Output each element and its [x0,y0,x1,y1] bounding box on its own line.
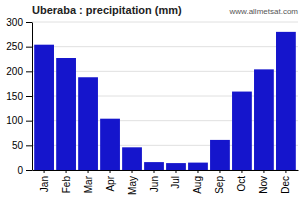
bar [210,140,230,170]
bar [56,58,76,170]
tick-label: Mar [83,175,94,193]
x-tick: Sep [214,170,225,194]
x-tick: Jun [149,170,160,192]
x-tick: Nov [258,170,269,194]
x-tick: Aug [192,170,203,194]
tick-label: 50 [12,140,24,151]
tick-mark [26,145,32,146]
tick-label: 250 [6,41,23,52]
y-tick: 0 [17,165,32,176]
annotation: www.allmetsat.com [229,7,299,16]
bar [100,119,120,170]
bars [34,32,296,170]
tick-label: 0 [17,165,23,176]
x-tick: Oct [236,170,247,192]
tick-mark [197,170,198,173]
tick-mark [44,170,45,173]
axis-line [33,170,299,171]
tick-mark [110,170,111,173]
tick-label: Dec [280,176,291,194]
tick-mark [26,71,32,72]
plot: 0 50 100 150 200 250 300 Jan Feb Mar Apr May Jun Jul A… [6,17,298,195]
bar [78,77,98,170]
y-axis: 0 50 100 150 200 250 300 [6,17,32,176]
x-tick: May [127,170,138,195]
tick-mark [26,121,32,122]
tick-label: Aug [192,176,203,194]
y-tick: 150 [6,91,32,102]
title: Uberaba : precipitation (mm) [32,4,182,16]
tick-mark [26,96,32,97]
bar [144,162,164,170]
x-axis: Jan Feb Mar Apr May Jun Jul Aug Sep Oct Nov Dec [33,170,299,195]
y-tick: 200 [6,66,32,77]
tick-mark [175,170,176,173]
bar [188,163,208,170]
bar [166,163,186,170]
tick-mark [26,22,32,23]
tick-label: 300 [6,17,23,28]
tick-mark [132,170,133,173]
tick-mark [26,170,32,171]
bar [34,45,54,170]
tick-mark [219,170,220,173]
tick-label: 200 [6,66,23,77]
grid-line [32,46,298,47]
tick-mark [88,170,89,173]
tick-label: 100 [6,115,23,126]
axis-line [32,23,33,171]
y-tick: 50 [12,140,32,151]
x-tick: Jan [39,170,50,192]
tick-label: Sep [214,176,225,194]
bar [254,69,274,170]
y-tick: 100 [6,115,32,126]
tick-mark [26,47,32,48]
tick-label: Nov [258,176,269,194]
tick-mark [285,170,286,173]
bar [122,147,142,170]
tick-label: Oct [236,176,247,192]
x-tick: Apr [105,170,116,192]
bar [276,32,296,170]
chart: 0 50 100 150 200 250 300 Jan Feb Mar Apr May Jun Jul A… [0,0,306,200]
tick-label: Feb [61,176,72,194]
tick-label: Jan [39,176,50,192]
tick-label: Jun [149,176,160,192]
tick-mark [263,170,264,173]
y-tick: 250 [6,41,32,52]
x-tick: Feb [61,170,72,193]
x-tick: Mar [83,170,94,193]
tick-mark [241,170,242,173]
x-tick: Dec [280,170,291,194]
grid-line [32,22,298,23]
x-tick: Jul [170,170,181,189]
tick-label: May [127,176,138,195]
tick-label: Jul [170,176,181,189]
y-tick: 300 [6,17,32,28]
tick-label: Apr [105,175,116,191]
tick-label: 150 [6,91,23,102]
tick-mark [154,170,155,173]
bar [232,92,252,170]
tick-mark [66,170,67,173]
grid [32,22,298,170]
